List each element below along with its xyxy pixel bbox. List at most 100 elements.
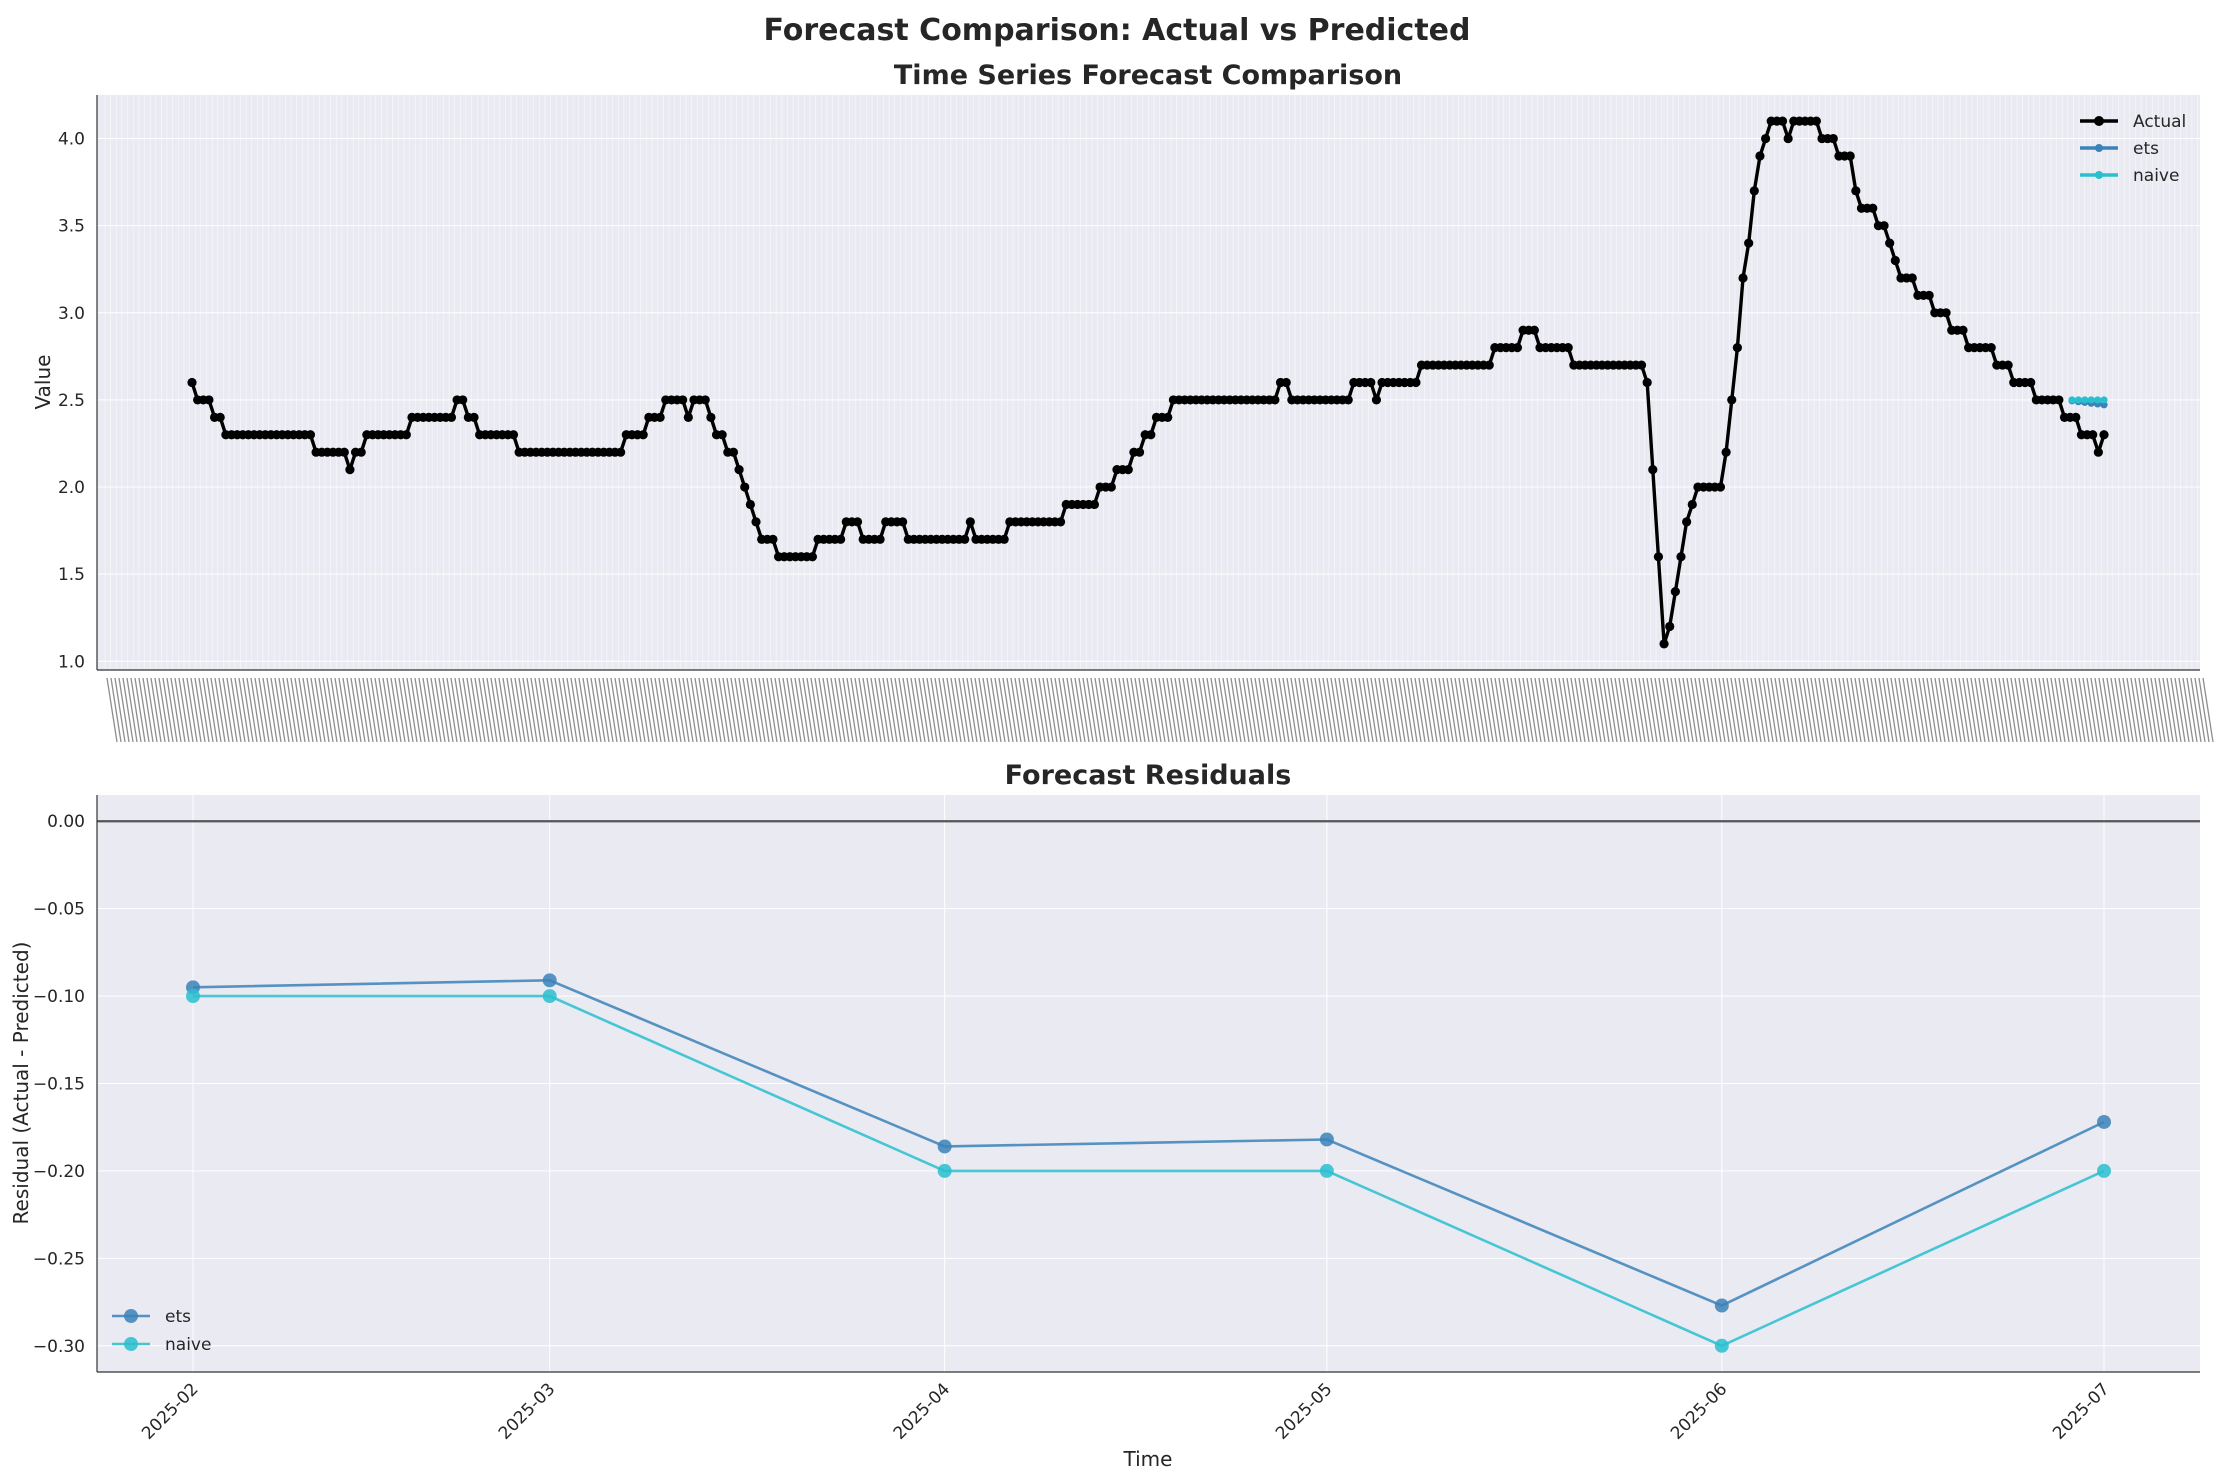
- top-x-tick-label: [1034, 677, 1046, 743]
- top-x-tick-label: [1574, 677, 1586, 743]
- top-x-tick-label: [2086, 677, 2098, 743]
- residuals-y-tick-label: −0.15: [33, 1075, 85, 1095]
- top-x-tick-label: [990, 677, 1002, 743]
- top-x-tick-label: [1686, 677, 1698, 743]
- top-x-tick-label: [1310, 677, 1322, 743]
- top-x-tick-label: [2018, 677, 2030, 743]
- top-x-tick-label: [706, 677, 718, 743]
- residuals-series-marks: [186, 973, 2111, 1353]
- top-x-tick-label: [558, 677, 570, 743]
- top-x-tick-label: [2162, 677, 2174, 743]
- top-x-tick-label: [1346, 677, 1358, 743]
- top-x-tick-label: [1454, 677, 1466, 743]
- top-x-tick-label: [2190, 677, 2202, 743]
- top-x-tick-label: [1698, 677, 1710, 743]
- top-x-tick-label: [2066, 677, 2078, 743]
- top-x-tick-label: [186, 677, 198, 743]
- top-x-tick-label: [1566, 677, 1578, 743]
- top-x-tick-label: [1146, 677, 1158, 743]
- actual-point: [1811, 116, 1821, 126]
- top-x-tick-label: [1838, 677, 1850, 743]
- top-x-tick-label: [1482, 677, 1494, 743]
- top-x-tick-label: [1998, 677, 2010, 743]
- actual-point: [1371, 395, 1382, 405]
- ets-residual-point: [2097, 1114, 2111, 1129]
- top-x-tick-label: [242, 677, 254, 743]
- top-x-tick-label: [542, 677, 554, 743]
- top-x-tick-label: [1142, 677, 1154, 743]
- top-x-tick-label: [1262, 677, 1274, 743]
- residuals-axes-title: Forecast Residuals: [1005, 760, 1292, 791]
- top-x-tick-label: [1938, 677, 1950, 743]
- top-x-tick-label: [1670, 677, 1682, 743]
- top-x-tick-label: [1298, 677, 1310, 743]
- actual-point: [1343, 395, 1353, 405]
- top-x-tick-label: [1778, 677, 1790, 743]
- top-x-tick-label: [1294, 677, 1306, 743]
- top-x-tick-label: [422, 677, 434, 743]
- top-x-tick-label: [1618, 677, 1630, 743]
- top-x-tick-label: [114, 677, 126, 743]
- top-x-tick-label: [686, 677, 698, 743]
- top-x-tick-label: [1922, 677, 1934, 743]
- top-x-tick-label: [1462, 677, 1474, 743]
- top-x-tick-label: [2094, 677, 2106, 743]
- top-x-tick-label: [1802, 677, 1814, 743]
- top-x-tick-label: [786, 677, 798, 743]
- top-x-tick-label: [1090, 677, 1102, 743]
- top-x-tick-label: [170, 677, 182, 743]
- top-x-tick-label: [766, 677, 778, 743]
- top-x-tick-label: [1018, 677, 1030, 743]
- top-x-tick-label: [598, 677, 610, 743]
- top-x-tick-label: [198, 677, 210, 743]
- top-x-tick-label: [886, 677, 898, 743]
- top-x-tick-label: [2054, 677, 2066, 743]
- top-x-tick-label: [1510, 677, 1522, 743]
- top-x-tick-label: [754, 677, 766, 743]
- top-x-tick-label: [1418, 677, 1430, 743]
- top-x-tick-label: [1354, 677, 1366, 743]
- actual-point: [751, 517, 761, 527]
- top-x-tick-label: [718, 677, 730, 743]
- top-x-tick-label: [1694, 677, 1706, 743]
- top-series-marks: [187, 116, 2109, 649]
- top-x-tick-label: [2022, 677, 2034, 743]
- naive-residual-point: [542, 989, 557, 1004]
- top-x-tick-label: [1322, 677, 1334, 743]
- top-x-tick-label: [1634, 677, 1646, 743]
- top-x-tick-label: [1438, 677, 1450, 743]
- top-x-tick-label: [1186, 677, 1198, 743]
- top-x-tick-label: [310, 677, 322, 743]
- top-x-tick-label: [1342, 677, 1354, 743]
- top-x-tick-label: [278, 677, 290, 743]
- top-x-tick-label: [1254, 677, 1266, 743]
- top-x-tick-label: [1738, 677, 1750, 743]
- actual-point: [1055, 517, 1066, 527]
- top-x-tick-label: [1474, 677, 1486, 743]
- top-x-tick-label: [374, 677, 386, 743]
- top-x-tick-label: [302, 677, 314, 743]
- top-x-tick-label: [1402, 677, 1414, 743]
- actual-point: [1732, 343, 1742, 353]
- actual-point: [745, 499, 755, 510]
- top-x-tick-label: [1790, 677, 1802, 743]
- top-x-tick-label: [642, 677, 654, 743]
- top-x-tick-label: [1538, 677, 1550, 743]
- top-x-tick-label: [618, 677, 630, 743]
- top-x-tick-label: [1554, 677, 1566, 743]
- top-x-tick-label: [1762, 677, 1774, 743]
- top-x-tick-label: [1854, 677, 1866, 743]
- top-x-tick-label: [1970, 677, 1982, 743]
- top-x-tick-label: [1730, 677, 1742, 743]
- naive-residual-point: [937, 1163, 952, 1178]
- top-x-tick-label: [1934, 677, 1946, 743]
- top-x-tick-label: [1202, 677, 1214, 743]
- top-x-tick-label: [1842, 677, 1854, 743]
- top-x-tick-label: [610, 677, 622, 743]
- top-x-tick-label: [1582, 677, 1594, 743]
- top-x-tick-label: [1194, 677, 1206, 743]
- top-x-tick-label: [1026, 677, 1038, 743]
- top-x-tick-label: [1506, 677, 1518, 743]
- actual-point: [1845, 151, 1855, 161]
- top-x-tick-label: [850, 677, 862, 743]
